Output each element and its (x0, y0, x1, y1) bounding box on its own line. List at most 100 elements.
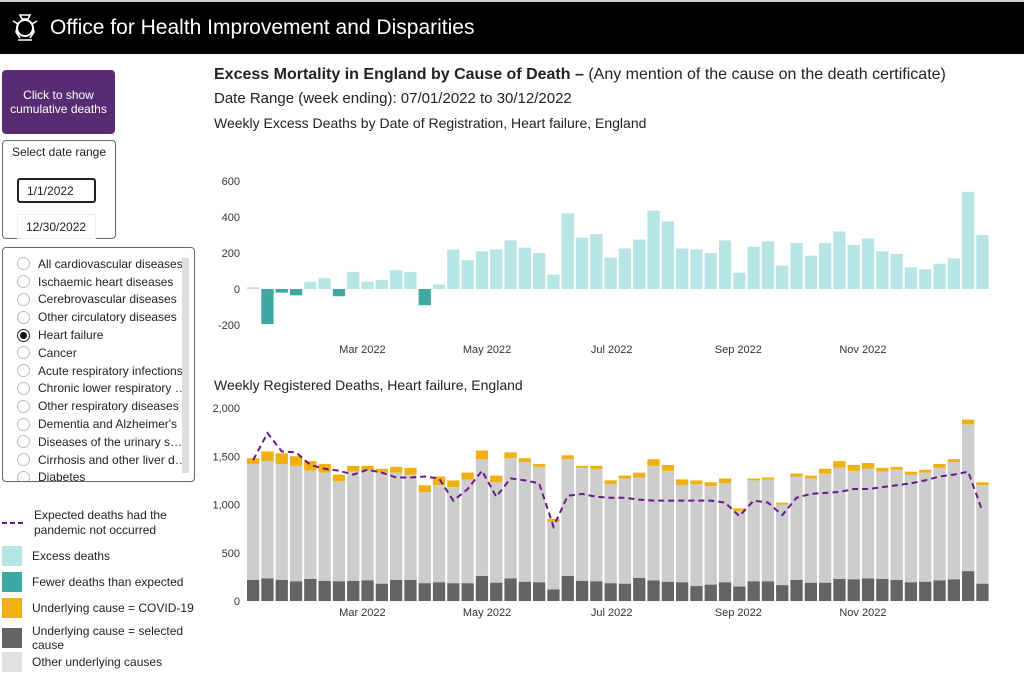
radio-button[interactable] (17, 453, 30, 467)
covid-bar (718, 478, 732, 484)
covid-bar (261, 451, 274, 462)
cause-option[interactable]: Cirrhosis and other liver diseases (3, 451, 194, 469)
y-tick-label: 0 (234, 284, 240, 296)
radio-button[interactable] (17, 328, 30, 342)
covid-bar (475, 450, 489, 460)
other-causes-bar (304, 470, 317, 579)
covid-bar (618, 475, 632, 479)
legend-selected: Underlying cause = selected cause (0, 624, 210, 652)
covid-bar (976, 482, 989, 486)
excess-bar (347, 271, 360, 289)
other-causes-bar (733, 511, 746, 587)
covid-bar (390, 466, 403, 473)
other-causes-bar (575, 467, 589, 581)
selected-cause-bar (761, 581, 775, 601)
fewer-bar (289, 289, 303, 296)
other-causes-bar (332, 481, 346, 582)
radio-button[interactable] (17, 257, 30, 271)
legend-label: Excess deaths (32, 549, 111, 563)
other-causes-bar (776, 504, 789, 586)
legend-expected: Expected deaths had the pandemic not occ… (0, 508, 184, 538)
radio-button[interactable] (17, 346, 30, 360)
other-causes-bar (890, 469, 903, 580)
selected-cause-bar (461, 583, 474, 601)
excess-bar (404, 271, 417, 289)
excess-bar (661, 221, 674, 289)
radio-button[interactable] (17, 381, 30, 395)
cause-option[interactable]: Other circulatory diseases (3, 308, 194, 326)
end-date-input[interactable]: 12/30/2022 (17, 214, 96, 239)
other-causes-bar (618, 478, 632, 584)
legend-label: Fewer deaths than expected (32, 575, 184, 589)
fewer-bar (261, 289, 274, 325)
selected-cause-bar (804, 582, 817, 601)
legend-label: Other underlying causes (32, 655, 163, 669)
radio-button[interactable] (17, 310, 30, 324)
cause-option[interactable]: Diseases of the urinary system (3, 433, 194, 451)
covid-bar (704, 482, 717, 487)
excess-bar (647, 210, 660, 289)
selected-cause-bar (590, 581, 603, 601)
date-range-selector: Select date range 1/1/2022 12/30/2022 (2, 140, 116, 239)
covid-bar (962, 419, 975, 425)
radio-button[interactable] (17, 292, 30, 306)
cause-option[interactable]: All cardiovascular diseases (3, 255, 194, 273)
radio-button[interactable] (17, 399, 30, 413)
radio-button[interactable] (17, 435, 30, 449)
cause-option[interactable]: Ischaemic heart diseases (3, 273, 194, 291)
selected-cause-bar (704, 584, 717, 601)
radio-button[interactable] (17, 364, 30, 378)
selected-cause-bar (733, 586, 746, 601)
legend-fewer: Fewer deaths than expected (0, 572, 183, 592)
excess-deaths-chart: 600 400 200 0 -200 Mar 2022 May 2022 Jul 2022 Se… (218, 176, 989, 356)
covid-bar (447, 480, 460, 488)
fewer-bar (275, 289, 288, 293)
covid-bar (747, 478, 760, 481)
covid-bar (418, 485, 431, 492)
excess-bar (361, 281, 374, 289)
selected-cause-bar (275, 579, 288, 601)
selected-cause-bar (533, 582, 546, 601)
show-cumulative-deaths-button[interactable]: Click to show cumulative deaths (2, 70, 115, 134)
start-date-input[interactable]: 1/1/2022 (17, 178, 96, 203)
cause-option[interactable]: Heart failure (3, 326, 194, 344)
selected-cause-bar (490, 582, 503, 601)
covid-bar (575, 465, 589, 468)
excess-bar (761, 241, 775, 289)
other-causes-bar (547, 521, 560, 590)
selected-cause-bar (933, 580, 946, 601)
cause-option[interactable]: Acute respiratory infections (3, 362, 194, 380)
selected-cause-bar (718, 582, 732, 601)
covid-bar (347, 465, 360, 472)
cause-option[interactable]: Dementia and Alzheimer's (3, 415, 194, 433)
excess-bar (690, 249, 703, 289)
cause-option[interactable]: Diabetes (3, 469, 194, 481)
excess-bar (933, 263, 946, 289)
fewer-bar (332, 289, 346, 297)
chart2-title: Weekly Registered Deaths, Heart failure,… (214, 377, 523, 393)
covid-bar (490, 475, 503, 483)
covid-bar (790, 473, 803, 477)
selected-cause-bar (318, 580, 331, 601)
cause-option[interactable]: Cancer (3, 344, 194, 362)
covid-bar (332, 474, 346, 482)
excess-bar (390, 270, 403, 289)
other-causes-bar (490, 482, 503, 583)
covid-bar (561, 455, 574, 460)
radio-button[interactable] (17, 417, 30, 431)
covid-bar (833, 461, 846, 468)
cause-option[interactable]: Other respiratory diseases (3, 397, 194, 415)
cause-option[interactable]: Chronic lower respiratory diseases (3, 380, 194, 398)
covid-bar (289, 456, 303, 466)
selected-cause-bar (976, 583, 989, 601)
header-title: Office for Health Improvement and Dispar… (50, 16, 475, 39)
radio-button[interactable] (17, 275, 30, 289)
radio-button[interactable] (17, 470, 30, 481)
other-causes-bar (504, 458, 517, 579)
cause-option[interactable]: Cerebrovascular diseases (3, 291, 194, 309)
covid-bar (676, 479, 689, 486)
list-scrollbar[interactable] (182, 258, 189, 473)
other-causes-bar (561, 459, 574, 576)
selected-cause-bar (633, 577, 646, 601)
covid-bar (247, 458, 260, 464)
